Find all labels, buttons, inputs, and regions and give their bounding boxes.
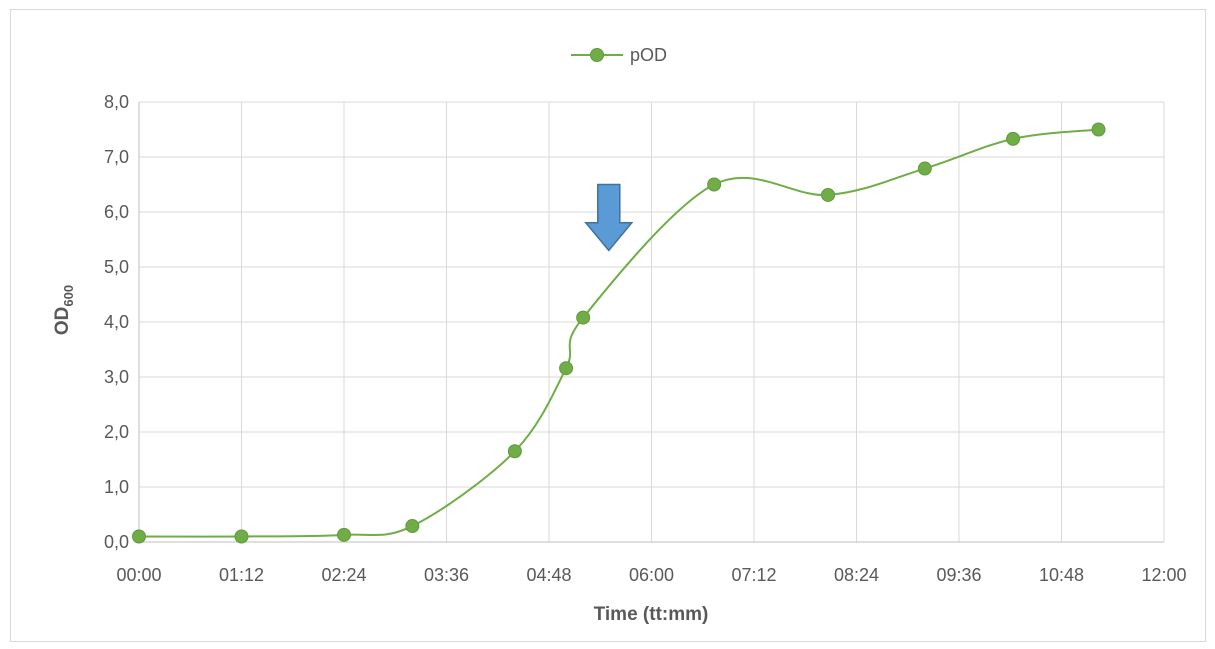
- x-tick-label: 09:36: [936, 565, 981, 585]
- chart-frame: 0,0 1,0 2,0 3,0 4,0 5,0 6,0 7,0 8,0 00:00 01:12 02:…: [10, 9, 1206, 642]
- y-tick-label: 3,0: [104, 367, 129, 387]
- x-tick-label: 07:12: [731, 565, 776, 585]
- data-point: [507, 444, 522, 459]
- data-point: [1091, 122, 1106, 137]
- data-point: [1006, 131, 1021, 146]
- data-point: [405, 519, 420, 534]
- arrow-down-icon: [584, 183, 634, 252]
- x-tick-label: 03:36: [424, 565, 469, 585]
- y-axis-title-main: OD: [52, 307, 73, 336]
- y-tick-label: 4,0: [104, 312, 129, 332]
- y-axis-title: OD600: [52, 285, 76, 335]
- data-point: [559, 361, 574, 376]
- x-tick-label: 01:12: [219, 565, 264, 585]
- x-tick-label: 00:00: [116, 565, 161, 585]
- line-chart: 0,0 1,0 2,0 3,0 4,0 5,0 6,0 7,0 8,0 00:00 01:12 02:…: [52, 45, 1187, 625]
- legend: pOD: [571, 45, 667, 65]
- data-point: [917, 161, 932, 176]
- x-tick-label: 08:24: [834, 565, 879, 585]
- data-point: [132, 529, 146, 544]
- legend-label-pod: pOD: [630, 45, 667, 65]
- y-tick-label: 7,0: [104, 147, 129, 167]
- y-axis-title-sub: 600: [61, 285, 76, 307]
- annotations: [584, 183, 634, 252]
- x-axis-title: Time (tt:mm): [594, 604, 709, 625]
- axes: 0,0 1,0 2,0 3,0 4,0 5,0 6,0 7,0 8,0 00:00 01:12 02:…: [104, 92, 1187, 585]
- y-tick-label: 2,0: [104, 422, 129, 442]
- x-tick-label: 10:48: [1039, 565, 1084, 585]
- data-point: [821, 187, 836, 202]
- data-point: [337, 527, 351, 542]
- data-point: [707, 177, 722, 192]
- x-tick-label: 04:48: [526, 565, 571, 585]
- y-tick-label: 6,0: [104, 202, 129, 222]
- series-pod: [132, 122, 1106, 544]
- data-point: [576, 310, 591, 325]
- legend-marker: [590, 48, 604, 62]
- x-tick-label: 06:00: [629, 565, 674, 585]
- y-tick-label: 1,0: [104, 477, 129, 497]
- y-tick-label: 8,0: [104, 92, 129, 112]
- data-point: [234, 529, 249, 544]
- y-tick-label: 5,0: [104, 257, 129, 277]
- x-tick-label: 02:24: [321, 565, 366, 585]
- x-tick-label: 12:00: [1141, 565, 1186, 585]
- grid-lines: [139, 101, 1165, 542]
- y-tick-label: 0,0: [104, 532, 129, 552]
